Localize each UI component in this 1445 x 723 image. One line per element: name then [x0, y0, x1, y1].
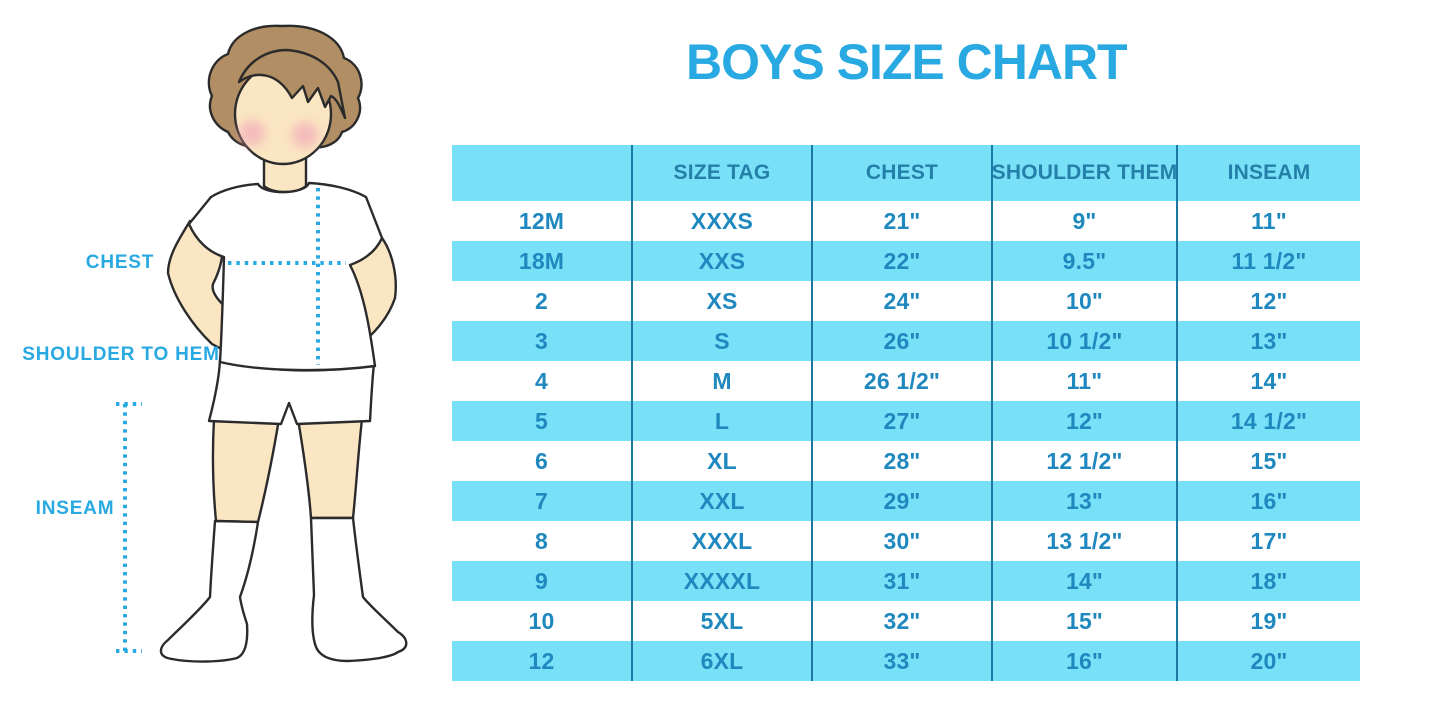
boy-right-cheek	[292, 122, 318, 148]
header-cell	[452, 145, 633, 201]
table-cell: XXXS	[633, 201, 813, 241]
table-cell: 18M	[452, 241, 633, 281]
table-cell: XL	[633, 441, 813, 481]
table-cell: XS	[633, 281, 813, 321]
header-cell: INSEAM	[1178, 145, 1360, 201]
table-cell: 12"	[1250, 287, 1288, 314]
boy-left-sock	[159, 519, 260, 663]
table-cell: 7	[452, 481, 633, 521]
table-cell: 11"	[1251, 207, 1287, 234]
boy-left-cheek	[239, 120, 265, 146]
boy-hair-fringe	[237, 48, 347, 120]
header-cell: CHEST	[813, 145, 993, 201]
size-table: SIZE TAG CHEST SHOULDER THEM INSEAM 12M XXXS 2…	[452, 145, 1360, 681]
table-cell: 12M	[452, 201, 633, 241]
table-cell: 27"	[813, 401, 993, 441]
table-cell: 6	[452, 441, 633, 481]
table-cell: 12"	[993, 401, 1178, 441]
table-cell: 28"	[813, 441, 993, 481]
table-cell: M	[633, 361, 813, 401]
table-cell: 20"	[1178, 641, 1360, 681]
shoulder-to-hem-label: SHOULDER TO HEM	[22, 344, 219, 365]
table-cell: 24"	[813, 281, 993, 321]
table-cell: 32"	[813, 601, 993, 641]
table-cell: S	[633, 321, 813, 361]
table-cell: 14 1/2"	[1178, 401, 1360, 441]
table-cell: 15"	[993, 601, 1178, 641]
table-cell: 14"	[1250, 367, 1288, 394]
table-cell: 13"	[993, 481, 1178, 521]
table-cell: 8	[452, 521, 633, 561]
table-cell: 9.5"	[993, 241, 1178, 281]
table-cell: XXS	[633, 241, 813, 281]
table-cell: 21"	[813, 201, 993, 241]
boy-left-leg	[211, 417, 281, 524]
table-cell: 16"	[1178, 481, 1360, 521]
table-cell: 10	[452, 601, 633, 641]
table-cell: 5XL	[633, 601, 813, 641]
table-cell: L	[633, 401, 813, 441]
table-cell: 12	[452, 641, 633, 681]
table-cell: 5	[452, 401, 633, 441]
boy-right-leg	[296, 417, 364, 520]
table-cell: 9"	[993, 201, 1178, 241]
table-cell: 22"	[813, 241, 993, 281]
table-cell: 12 1/2"	[993, 441, 1178, 481]
inseam-label: INSEAM	[36, 498, 115, 519]
table-cell: 26"	[813, 321, 993, 361]
table-cell: 18"	[1178, 561, 1360, 601]
table-cell: XXXXL	[633, 561, 813, 601]
table-cell: 29"	[813, 481, 993, 521]
table-cell: 2	[452, 281, 633, 321]
table-cell: 33"	[813, 641, 993, 681]
table-cell: 13 1/2"	[993, 521, 1178, 561]
table-cell: XXL	[633, 481, 813, 521]
table-cell: 15"	[1250, 447, 1288, 474]
table-cell: 31"	[813, 561, 993, 601]
table-cell: 10"	[993, 281, 1178, 321]
table-cell: 3	[452, 321, 633, 361]
table-cell: 9	[452, 561, 633, 601]
table-cell: 4	[452, 361, 633, 401]
boy-measurement-figure: CHEST SHOULDER TO HEM INSEAM	[22, 24, 408, 663]
table-cell: 11"	[993, 361, 1178, 401]
table-cell: 16"	[993, 641, 1178, 681]
table-cell: 19"	[1250, 607, 1288, 634]
table-cell: 14"	[993, 561, 1178, 601]
table-cell: 11 1/2"	[1178, 241, 1360, 281]
boy-right-sock	[309, 516, 408, 663]
table-cell: 17"	[1250, 527, 1288, 554]
table-cell: 13"	[1178, 321, 1360, 361]
table-cell: 26 1/2"	[813, 361, 993, 401]
chest-label: CHEST	[86, 252, 154, 273]
boy-tshirt	[187, 181, 384, 372]
table-cell: XXXL	[633, 521, 813, 561]
header-cell: SHOULDER THEM	[992, 145, 1178, 201]
table-cell: 10 1/2"	[993, 321, 1178, 361]
header-cell: SIZE TAG	[633, 145, 813, 201]
table-cell: 6XL	[633, 641, 813, 681]
table-cell: 30"	[813, 521, 993, 561]
page-title: BOYS SIZE CHART	[686, 34, 1128, 90]
